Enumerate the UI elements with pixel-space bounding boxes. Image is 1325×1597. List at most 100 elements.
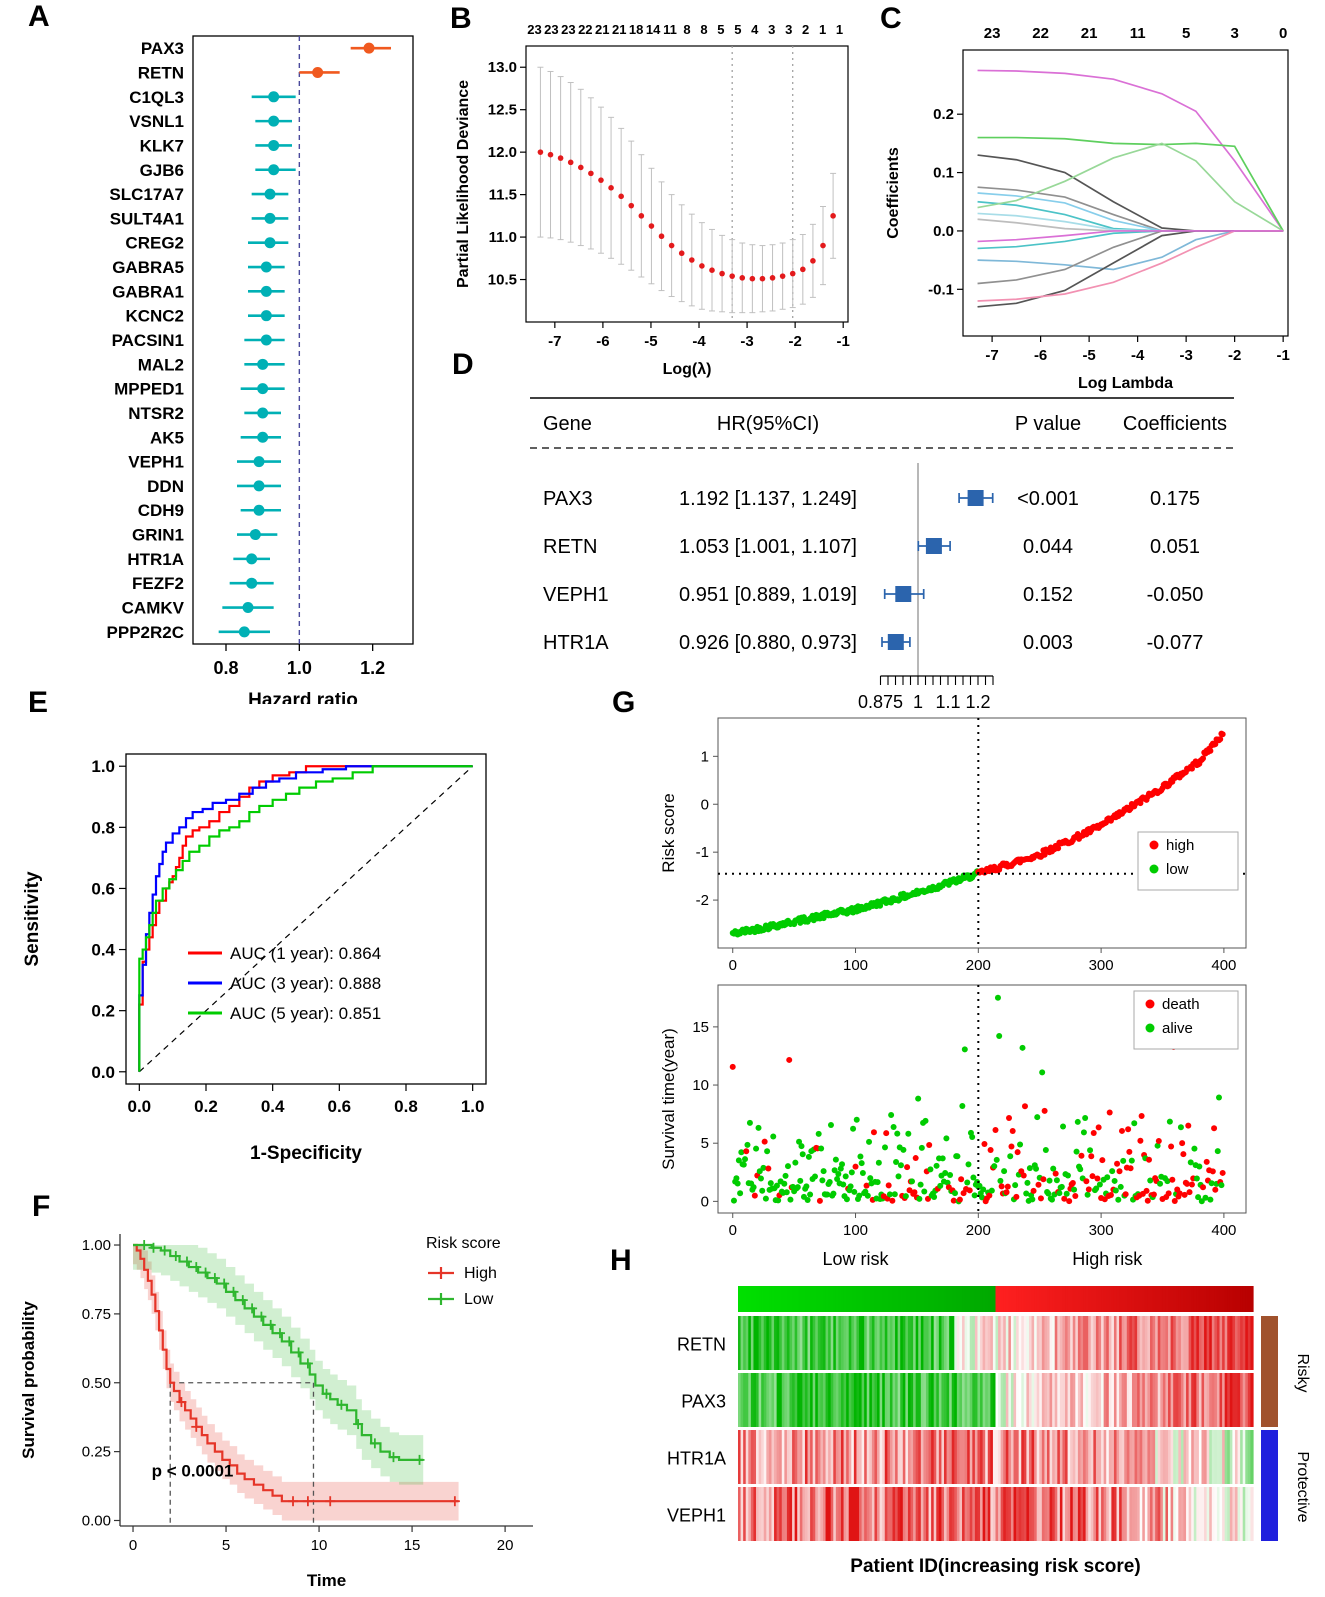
svg-text:KCNC2: KCNC2 [125,307,184,326]
svg-text:11: 11 [1130,25,1146,42]
svg-text:400: 400 [1211,957,1236,974]
svg-text:1: 1 [701,748,709,765]
svg-text:-0.077: -0.077 [1147,632,1204,654]
svg-text:0.4: 0.4 [91,941,115,960]
svg-text:-0.1: -0.1 [928,281,954,298]
svg-text:0.75: 0.75 [82,1306,111,1323]
panel-h-heatmap: RETN PAX3 HTR1A VEPH1 Risky Protective Patient… [667,1286,1311,1577]
svg-text:HR(95%CI): HR(95%CI) [717,413,819,435]
svg-text:2: 2 [802,22,809,37]
svg-text:300: 300 [1089,1222,1114,1239]
svg-text:0.4: 0.4 [261,1097,285,1116]
svg-text:0.003: 0.003 [1023,632,1073,654]
svg-text:Risky: Risky [1294,1353,1311,1392]
svg-text:0: 0 [1279,25,1287,42]
svg-text:GRIN1: GRIN1 [132,526,184,545]
svg-text:1.053 [1.001, 1.107]: 1.053 [1.001, 1.107] [679,536,857,558]
svg-text:AUC (3 year): 0.888: AUC (3 year): 0.888 [230,974,381,993]
panel-d-letter: D [452,348,474,381]
svg-text:0.0: 0.0 [933,223,954,240]
svg-text:13.0: 13.0 [488,59,517,76]
svg-text:C1QL3: C1QL3 [129,88,184,107]
svg-text:-3: -3 [1179,347,1192,364]
svg-text:10: 10 [311,1537,328,1554]
svg-text:Sensitivity: Sensitivity [22,871,43,966]
svg-text:VEPH1: VEPH1 [128,453,184,472]
svg-text:200: 200 [966,1222,991,1239]
svg-text:11.5: 11.5 [489,187,517,204]
svg-text:-4: -4 [1131,347,1145,364]
svg-text:100: 100 [843,1222,868,1239]
svg-text:200: 200 [966,957,991,974]
svg-text:20: 20 [497,1537,514,1554]
svg-text:0.044: 0.044 [1023,536,1073,558]
svg-text:0.051: 0.051 [1150,536,1200,558]
svg-text:100: 100 [843,957,868,974]
svg-text:Low: Low [464,1291,494,1308]
svg-text:0.1: 0.1 [933,165,954,182]
svg-text:SLC17A7: SLC17A7 [109,185,184,204]
svg-text:-5: -5 [644,333,657,350]
svg-text:22: 22 [1032,25,1049,42]
panel-c-lasso-paths-plot: 23 22 21 11 5 3 0 -0.1 0.0 0.1 0.2 -7 -6 -5 -4 -3 -2 -1 Co… [885,25,1290,392]
svg-text:Log(λ): Log(λ) [663,361,712,378]
svg-text:21: 21 [1081,25,1098,42]
svg-text:RETN: RETN [138,63,184,82]
svg-text:0.25: 0.25 [82,1444,111,1461]
svg-text:-2: -2 [788,333,801,350]
svg-text:1.192 [1.137, 1.249]: 1.192 [1.137, 1.249] [679,488,857,510]
svg-text:23: 23 [544,22,558,37]
svg-text:CDH9: CDH9 [138,501,184,520]
svg-text:RETN: RETN [543,536,597,558]
svg-text:5: 5 [222,1537,230,1554]
svg-text:1.0: 1.0 [91,757,115,776]
svg-text:23: 23 [561,22,575,37]
svg-text:-7: -7 [985,347,998,364]
svg-text:Risk score: Risk score [659,793,678,872]
panel-f-km-plot: 0.00 0.25 0.50 0.75 1.00 0 5 10 15 20 p < 0.0001 Ri… [19,1234,533,1590]
svg-text:GJB6: GJB6 [140,161,184,180]
svg-text:-1: -1 [1276,347,1289,364]
svg-text:0.00: 0.00 [82,1512,111,1529]
svg-text:1: 1 [819,22,826,37]
svg-text:300: 300 [1089,957,1114,974]
svg-text:-1: -1 [696,844,709,861]
svg-text:8: 8 [683,22,690,37]
svg-text:Patient ID(increasing risk sco: Patient ID(increasing risk score) [850,1556,1140,1577]
svg-text:22: 22 [578,22,592,37]
svg-text:10: 10 [692,1077,709,1094]
svg-text:AUC (5 year): 0.851: AUC (5 year): 0.851 [230,1004,381,1023]
svg-text:high: high [1166,837,1194,854]
svg-text:Coefficients: Coefficients [1123,413,1227,435]
panel-d-forest-table: Gene HR(95%CI) P value Coefficients PAX3 1.19… [530,397,1234,712]
svg-text:1: 1 [836,22,843,37]
svg-text:PACSIN1: PACSIN1 [112,331,184,350]
svg-text:21: 21 [612,22,626,37]
panel-e-letter: E [28,686,49,719]
panel-f-letter: F [32,1190,51,1223]
panel-a-forest-plot: PAX3 RETN C1QL3 VSNL1 KLK7 GJB6 SLC17A7 SULT4A1… [107,35,414,704]
svg-text:Low risk: Low risk [823,1249,890,1269]
svg-text:0.8: 0.8 [91,818,115,837]
svg-text:0.6: 0.6 [328,1097,352,1116]
svg-text:0.152: 0.152 [1023,584,1073,606]
svg-text:3: 3 [1230,25,1238,42]
svg-text:Coefficients: Coefficients [885,147,902,239]
svg-text:PAX3: PAX3 [141,39,184,58]
svg-text:AK5: AK5 [150,428,184,447]
svg-text:-2: -2 [1228,347,1241,364]
svg-text:-1: -1 [837,333,850,350]
svg-text:VSNL1: VSNL1 [129,112,184,131]
svg-text:23: 23 [984,25,1001,42]
svg-text:alive: alive [1162,1020,1193,1037]
svg-text:10.5: 10.5 [488,272,517,289]
svg-text:1.0: 1.0 [461,1097,485,1116]
svg-text:4: 4 [751,22,759,37]
svg-text:14: 14 [646,22,661,37]
panel-c-letter: C [880,2,902,35]
svg-text:-4: -4 [692,333,706,350]
svg-text:0: 0 [129,1537,137,1554]
svg-text:High risk: High risk [1072,1249,1143,1269]
svg-text:MAL2: MAL2 [138,355,184,374]
